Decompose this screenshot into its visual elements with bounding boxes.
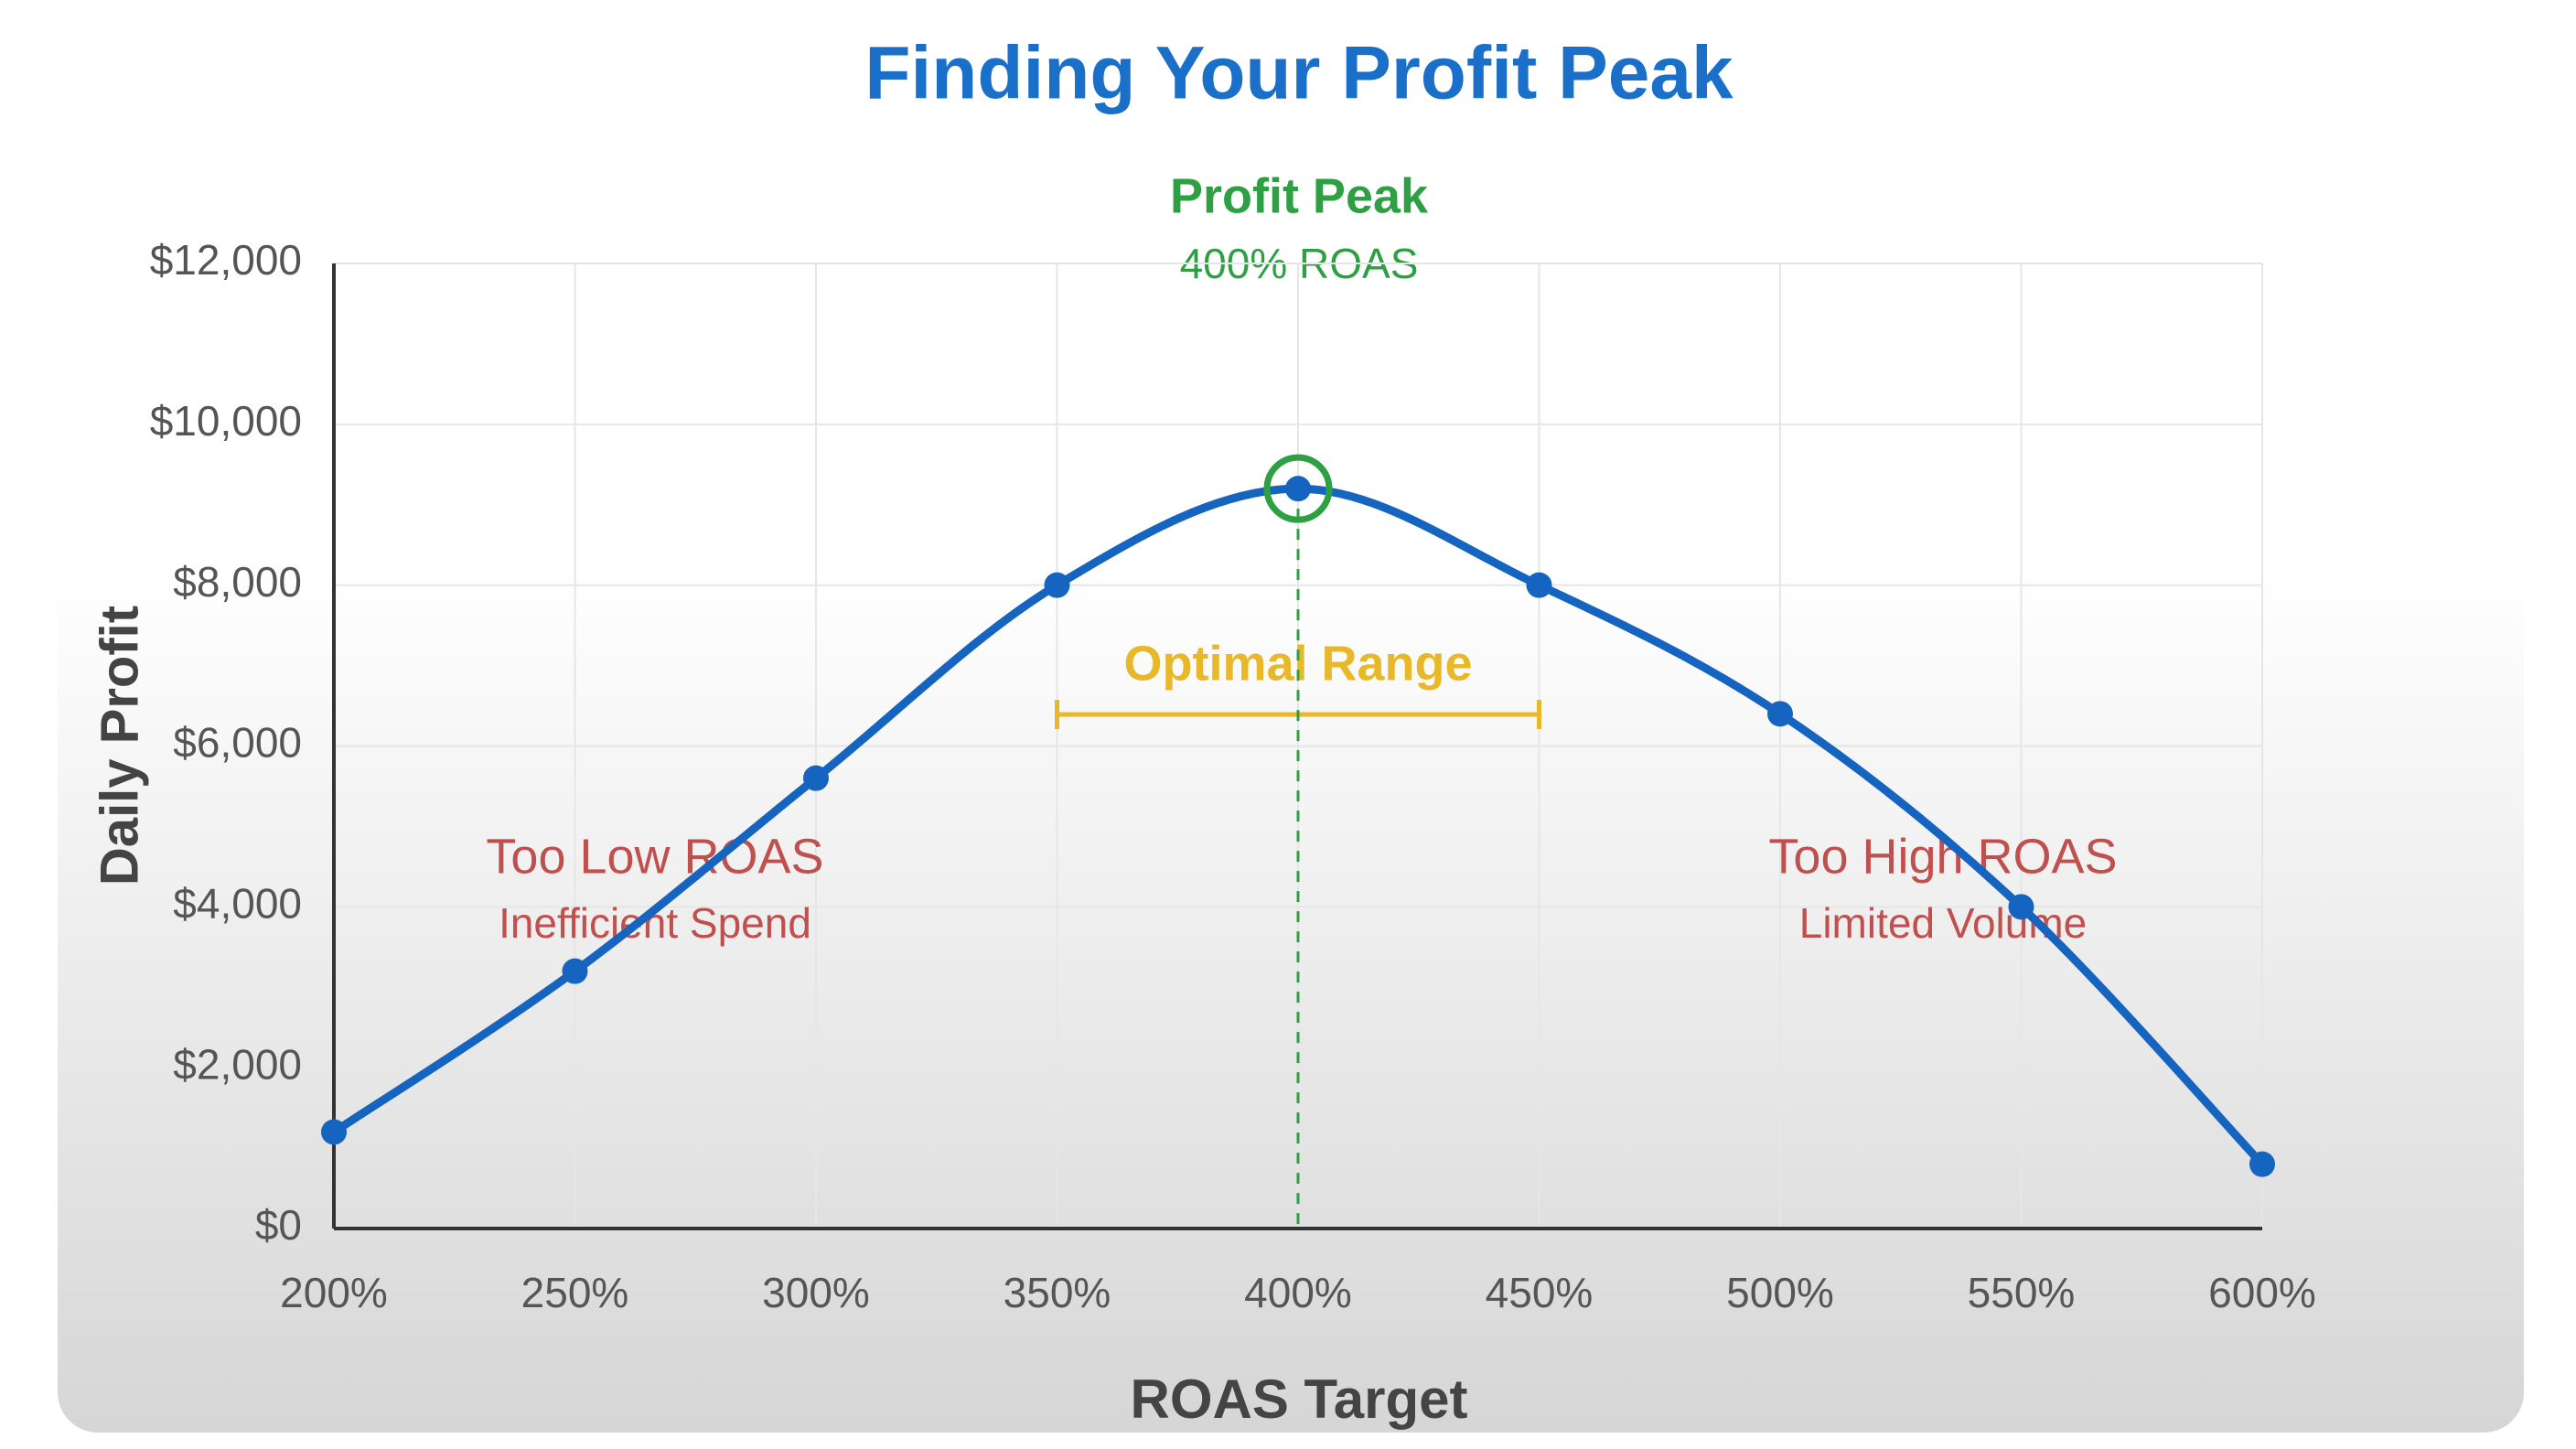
chart-title: Finding Your Profit Peak <box>864 32 1733 115</box>
y-tick-label: $6,000 <box>173 719 302 767</box>
x-tick-label: 500% <box>1726 1269 1834 1316</box>
y-tick-label: $0 <box>255 1201 302 1249</box>
x-tick-label: 600% <box>2208 1269 2316 1316</box>
data-point <box>562 958 588 984</box>
data-point <box>2249 1151 2275 1177</box>
data-point <box>321 1119 347 1145</box>
y-tick-label: $8,000 <box>173 558 302 606</box>
data-point <box>1044 572 1070 598</box>
x-tick-label: 400% <box>1244 1269 1352 1316</box>
x-tick-label: 300% <box>762 1269 870 1316</box>
y-tick-label: $12,000 <box>150 236 302 284</box>
data-point <box>1767 701 1793 727</box>
y-tick-label: $4,000 <box>173 879 302 927</box>
x-tick-label: 200% <box>280 1269 388 1316</box>
x-tick-label: 250% <box>521 1269 629 1316</box>
y-tick-label: $2,000 <box>173 1040 302 1088</box>
data-point <box>2008 894 2034 920</box>
x-axis-title: ROAS Target <box>1131 1368 1468 1430</box>
range-label: Optimal Range <box>1123 636 1472 691</box>
x-tick-label: 550% <box>1968 1269 2076 1316</box>
x-tick-label: 450% <box>1486 1269 1594 1316</box>
peak-title: Profit Peak <box>1170 168 1429 223</box>
annotation-title: Too Low ROAS <box>486 829 823 884</box>
data-point <box>803 765 829 791</box>
peak-marker <box>1263 454 1333 523</box>
x-tick-label: 350% <box>1004 1269 1111 1316</box>
y-tick-label: $10,000 <box>150 397 302 445</box>
data-point <box>1285 476 1311 502</box>
y-axis-title: Daily Profit <box>90 606 149 886</box>
data-point <box>1526 572 1552 598</box>
